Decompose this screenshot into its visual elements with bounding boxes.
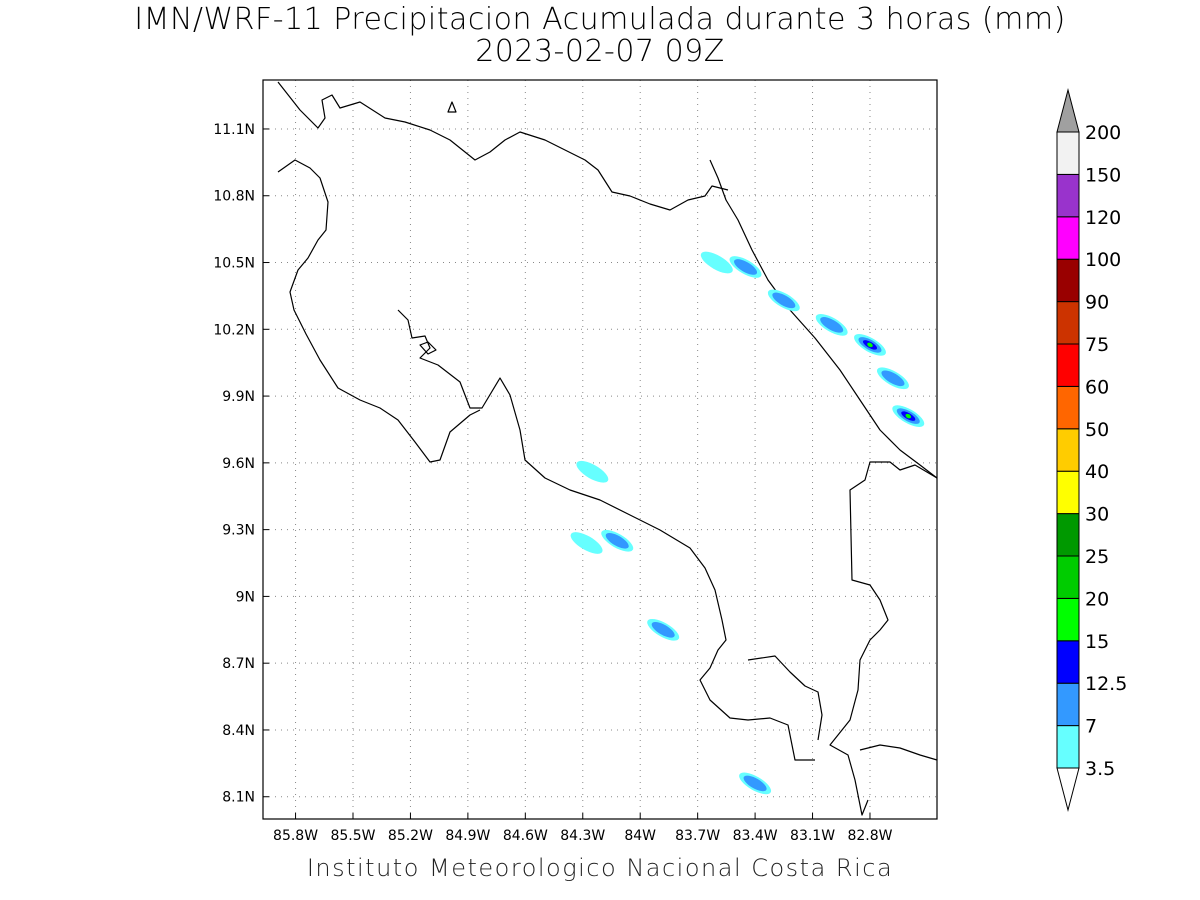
colorbar-label: 7 — [1085, 716, 1097, 738]
coastline — [277, 81, 938, 816]
colorbar-swatch — [1056, 343, 1080, 387]
colorbar-label: 60 — [1085, 376, 1109, 398]
colorbar-label: 20 — [1085, 588, 1109, 610]
precip-cell — [734, 259, 758, 275]
precip-cell — [867, 342, 873, 348]
graticule — [263, 80, 937, 819]
pacific-coast-north — [277, 159, 481, 463]
colorbar-swatch — [1056, 216, 1080, 260]
colorbar-label: 50 — [1085, 419, 1109, 441]
y-tick-label: 9.3N — [222, 523, 255, 539]
island-outline — [447, 101, 457, 113]
colorbar-swatch — [1056, 470, 1080, 515]
colorbar-swatch — [1056, 555, 1080, 599]
precip-cell — [820, 317, 844, 333]
colorbar-label: 40 — [1085, 461, 1109, 483]
panama-border — [829, 461, 938, 816]
colorbar-swatch — [1056, 682, 1080, 727]
colorbar-label: 75 — [1085, 334, 1109, 356]
precip-cell — [576, 460, 609, 483]
colorbar-label: 25 — [1085, 546, 1109, 568]
colorbar-label: 150 — [1085, 164, 1121, 186]
colorbar-over-triangle — [1056, 88, 1080, 133]
precip-cell — [700, 251, 733, 274]
x-tick-label: 83.4W — [733, 828, 778, 844]
y-tick-label: 8.7N — [222, 656, 255, 672]
precip-cell — [905, 413, 912, 419]
colorbar-swatch — [1056, 258, 1080, 303]
y-tick-label: 10.5N — [213, 256, 255, 272]
precipitation-shading — [570, 251, 925, 795]
x-tick-label: 83.7W — [675, 828, 720, 844]
colorbar-label: 3.5 — [1085, 758, 1115, 780]
caribbean-coast — [709, 159, 938, 479]
colorbar-swatch — [1056, 428, 1080, 472]
colorbar-label: 15 — [1085, 631, 1109, 653]
x-tick-label: 82.8W — [847, 828, 892, 844]
x-tick-label: 84.9W — [445, 828, 490, 844]
map-frame — [262, 79, 938, 820]
colorbar-label: 30 — [1085, 504, 1109, 526]
y-tick-label: 8.1N — [222, 790, 255, 806]
x-tick-label: 83.1W — [790, 828, 835, 844]
x-tick-label: 84W — [624, 828, 656, 844]
colorbar-label: 90 — [1085, 292, 1109, 314]
precip-cell — [605, 532, 629, 549]
nicoya-gulf-coast — [397, 309, 815, 761]
y-tick-label: 11.1N — [213, 122, 255, 138]
colorbar-label: 12.5 — [1085, 673, 1127, 695]
x-tick-label: 84.6W — [503, 828, 548, 844]
colorbar-under-triangle — [1056, 767, 1080, 812]
colorbar-label: 120 — [1085, 207, 1121, 229]
colorbar-swatch — [1056, 640, 1080, 684]
precip-cell — [881, 370, 905, 387]
lake-outline — [419, 341, 437, 355]
x-tick-label: 84.3W — [560, 828, 605, 844]
colorbar-swatch — [1056, 131, 1080, 175]
colorbar: 3.5 7 12.5 15 20 25 30 40 50 60 75 90 100 120 150 200 — [1056, 88, 1127, 812]
colorbar-swatch — [1056, 725, 1080, 769]
longitude-axis: 85.8W 85.5W 85.2W 84.9W 84.6W 84.3W 84W 83.7W 83… — [273, 813, 893, 844]
colorbar-swatch — [1056, 385, 1080, 430]
colorbar-swatch — [1056, 301, 1080, 345]
precip-cell — [570, 532, 603, 554]
nicaragua-costa-rica-coast — [277, 81, 729, 211]
x-tick-label: 85.2W — [388, 828, 433, 844]
precip-cell — [651, 621, 675, 638]
colorbar-swatch — [1056, 513, 1080, 557]
y-tick-label: 8.4N — [222, 723, 255, 739]
footer-credit: Instituto Meteorologico Nacional Costa R… — [306, 854, 894, 882]
precip-cell — [772, 292, 796, 309]
colorbar-swatch — [1056, 597, 1080, 642]
y-tick-label: 10.8N — [213, 189, 255, 205]
map-subtitle: 2023-02-07 09Z — [475, 34, 725, 69]
y-tick-label: 10.2N — [213, 322, 255, 338]
colorbar-label: 200 — [1085, 122, 1121, 144]
latitude-axis: 11.1N 10.8N 10.5N 10.2N 9.9N 9.6N 9.3N 9N 8.7N 8.… — [213, 122, 269, 806]
x-tick-label: 85.5W — [330, 828, 375, 844]
y-tick-label: 9.6N — [222, 456, 255, 472]
colorbar-label: 100 — [1085, 249, 1121, 271]
osa-peninsula — [747, 655, 823, 741]
colorbar-swatch — [1056, 173, 1080, 218]
map-title: IMN/WRF-11 Precipitacion Acumulada duran… — [134, 2, 1066, 37]
precip-cell — [743, 775, 767, 792]
x-tick-label: 85.8W — [273, 828, 318, 844]
panama-south-coast — [859, 744, 938, 761]
y-tick-label: 9N — [236, 589, 255, 605]
y-tick-label: 9.9N — [222, 389, 255, 405]
